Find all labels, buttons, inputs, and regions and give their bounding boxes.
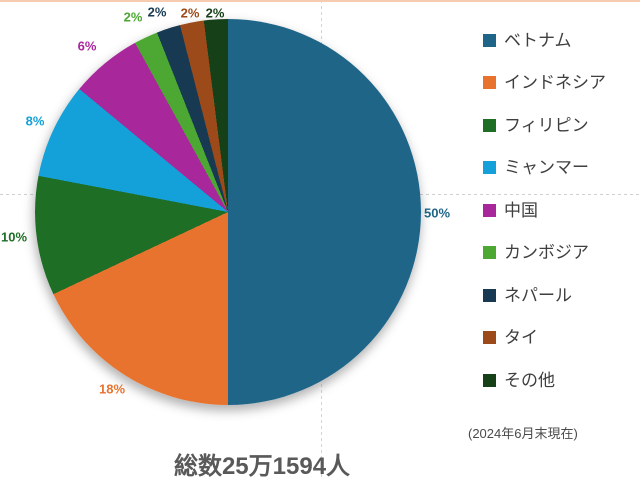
legend-label: カンボジア xyxy=(504,243,589,263)
legend-label: ネパール xyxy=(504,285,572,305)
slice-percent-label: 2% xyxy=(123,9,143,25)
legend-swatch xyxy=(483,161,496,175)
slice-percent-label: 6% xyxy=(77,38,97,54)
legend-item-cambodia: カンボジア xyxy=(483,232,606,275)
legend-swatch xyxy=(483,76,496,90)
slice-percent-label: 18% xyxy=(98,381,126,397)
legend-label: ベトナム xyxy=(504,30,572,50)
legend-item-nepal: ネパール xyxy=(483,274,606,317)
slice-percent-label: 2% xyxy=(205,5,225,21)
chart-legend: ベトナム インドネシア フィリピン ミャンマー 中国 カンボジア ネパール タ xyxy=(483,19,606,402)
legend-item-thailand: タイ xyxy=(483,317,606,360)
top-accent-line xyxy=(0,0,640,2)
legend-label: 中国 xyxy=(504,200,538,220)
slice-percent-label: 8% xyxy=(25,113,45,129)
legend-swatch xyxy=(483,373,496,387)
legend-swatch xyxy=(483,288,496,302)
legend-swatch xyxy=(483,118,496,132)
pie-chart xyxy=(35,19,421,405)
legend-swatch xyxy=(483,246,496,260)
as-of-date-note: (2024年6月末現在) xyxy=(468,426,578,441)
legend-item-vietnam: ベトナム xyxy=(483,19,606,62)
legend-item-philippines: フィリピン xyxy=(483,104,606,147)
legend-label: その他 xyxy=(504,370,555,390)
legend-item-china: 中国 xyxy=(483,189,606,232)
slice-percent-label: 2% xyxy=(180,5,200,21)
legend-item-indonesia: インドネシア xyxy=(483,62,606,105)
chart-title-total: 総数25万1594人 xyxy=(173,453,351,480)
legend-label: フィリピン xyxy=(504,115,589,135)
legend-swatch xyxy=(483,331,496,345)
legend-swatch xyxy=(483,203,496,217)
legend-item-myanmar: ミャンマー xyxy=(483,147,606,190)
slice-percent-label: 2% xyxy=(147,4,167,20)
legend-swatch xyxy=(483,33,496,47)
legend-item-others: その他 xyxy=(483,359,606,402)
legend-label: ミャンマー xyxy=(504,158,589,178)
slice-percent-label: 50% xyxy=(423,205,451,221)
legend-label: インドネシア xyxy=(504,73,606,93)
legend-label: タイ xyxy=(504,328,538,348)
slice-percent-label: 10% xyxy=(0,229,28,245)
